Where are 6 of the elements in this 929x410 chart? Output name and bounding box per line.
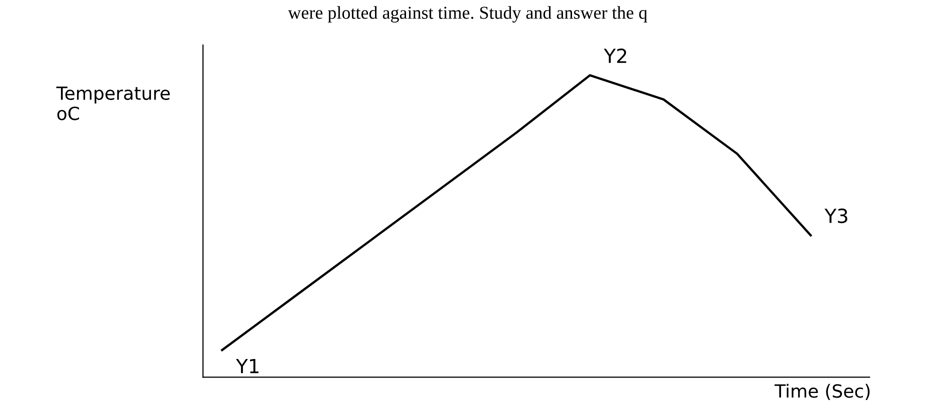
x-axis-title: Time (Sec) — [774, 384, 870, 400]
y-axis-title: Temperature oC — [56, 86, 170, 120]
annotation: Y3 — [824, 208, 848, 224]
text: were plotted against time. Study and answer the q — [288, 6, 648, 23]
annotation: Y1 — [236, 358, 258, 374]
text: Y2 — [604, 48, 626, 63]
